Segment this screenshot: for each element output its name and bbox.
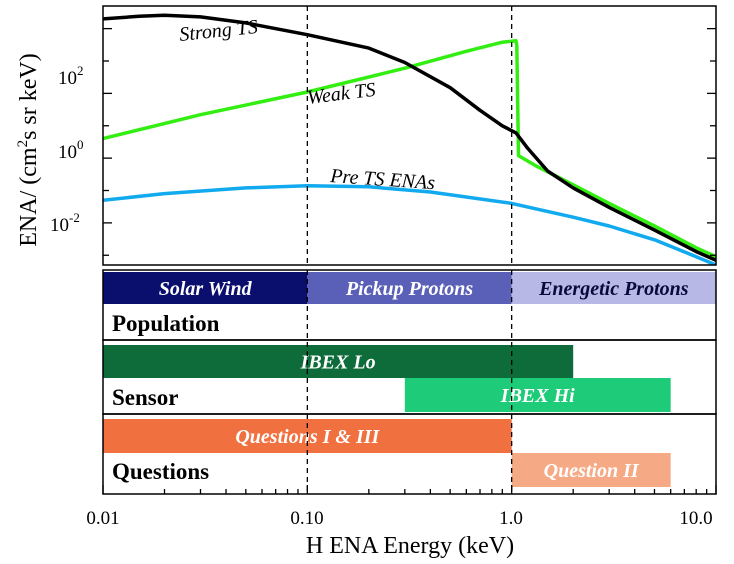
panel-label-sensor: Sensor xyxy=(112,385,178,410)
y-axis-title: ENA/ (cm2s sr keV) xyxy=(15,53,42,246)
divider-lines xyxy=(306,6,513,265)
band-label: Question II xyxy=(544,460,640,482)
x-tick-label: 0.01 xyxy=(86,508,119,529)
category-panels: Solar Wind Pickup Protons Energetic Proton… xyxy=(102,269,717,495)
series-line-weak-ts xyxy=(103,39,716,259)
x-tick-label: 0.10 xyxy=(290,508,323,529)
panel-bands: Solar Wind Pickup Protons Energetic Proton… xyxy=(103,272,716,487)
series-line-pre-ts-enas xyxy=(103,184,716,265)
panel-frame-questions xyxy=(102,413,717,495)
plot-area xyxy=(102,5,717,266)
x-tick-label: 1.0 xyxy=(499,508,523,529)
band-solar-wind xyxy=(103,272,308,304)
x-axis-title: H ENA Energy (keV) xyxy=(306,533,514,559)
band-energetic-protons xyxy=(511,272,716,304)
panel-label-questions: Questions xyxy=(112,459,209,484)
y-tick-label: 100 xyxy=(58,137,84,163)
band-label: Solar Wind xyxy=(159,278,253,300)
panel-label-population: Population xyxy=(112,311,220,336)
x-tick-marks xyxy=(102,485,717,494)
band-label: Pickup Protons xyxy=(345,278,473,300)
band-question-ii xyxy=(511,453,671,487)
band-label: Energetic Protons xyxy=(538,278,689,300)
band-ibex-lo xyxy=(103,345,574,378)
band-label: IBEX Hi xyxy=(500,385,575,407)
band-ibex-hi xyxy=(404,378,671,412)
y-tick-marks xyxy=(103,27,716,256)
band-label: IBEX Lo xyxy=(300,352,376,374)
y-tick-label: 10-2 xyxy=(50,210,80,236)
x-tick-label: 10.0 xyxy=(679,508,712,529)
y-tick-label: 102 xyxy=(58,63,84,89)
panel-divider-lines xyxy=(306,270,513,494)
series-line-strong-ts xyxy=(103,13,716,263)
plot-frame xyxy=(102,5,717,266)
band-pickup-protons xyxy=(307,272,512,304)
curves xyxy=(103,13,716,265)
